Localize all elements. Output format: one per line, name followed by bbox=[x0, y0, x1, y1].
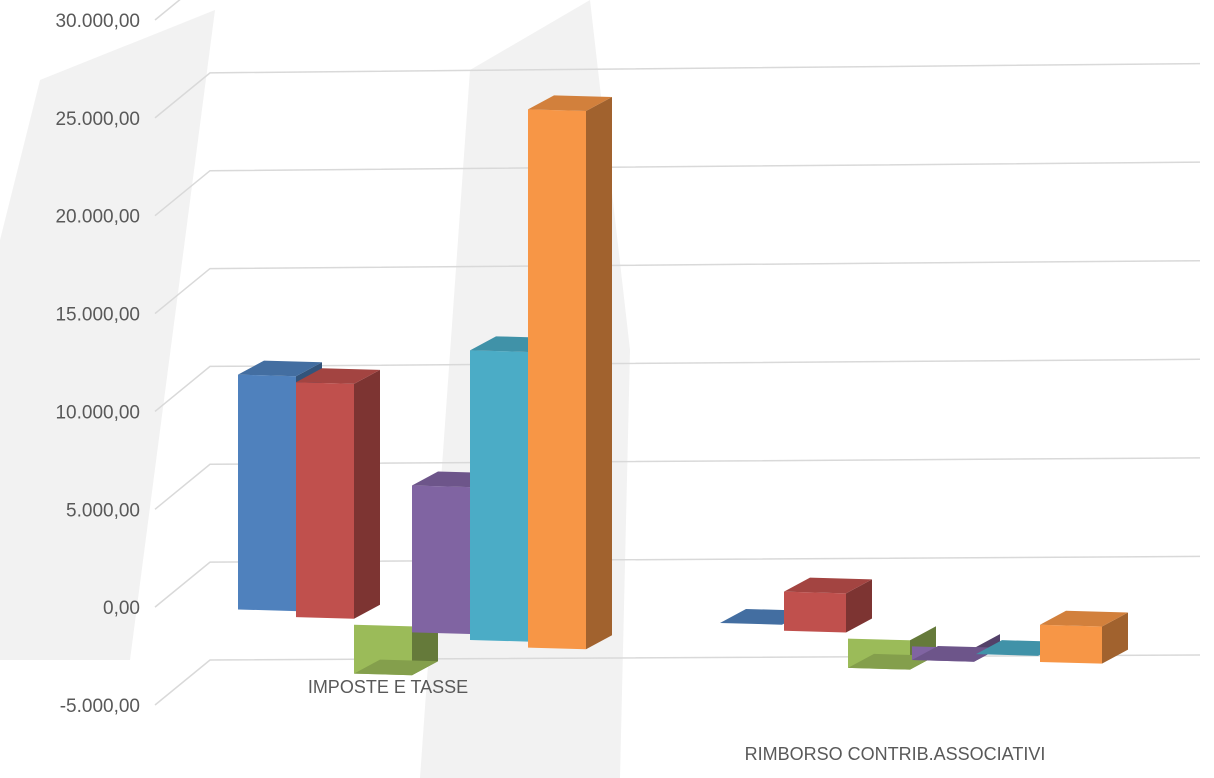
bar-top bbox=[1040, 610, 1128, 627]
bar-front bbox=[296, 382, 354, 619]
bar bbox=[528, 95, 612, 650]
bar-front bbox=[470, 350, 528, 642]
gridline bbox=[154, 555, 1201, 608]
bar-front bbox=[784, 591, 846, 633]
watermark-left bbox=[0, 10, 215, 660]
bar-side bbox=[354, 369, 380, 619]
bar-top bbox=[238, 360, 322, 377]
y-tick-label: 25.000,00 bbox=[55, 109, 140, 130]
category-label: IMPOSTE E TASSE bbox=[308, 677, 468, 697]
gridline bbox=[154, 62, 1201, 119]
bar bbox=[1040, 610, 1128, 664]
bar-top bbox=[912, 646, 1000, 662]
y-tick-label: 0,00 bbox=[103, 598, 140, 619]
y-tick-label: 10.000,00 bbox=[55, 402, 140, 423]
category-labels: IMPOSTE E TASSE RIMBORSO CONTRIB.ASSOCIAT… bbox=[308, 677, 1046, 764]
bar-top bbox=[296, 368, 380, 384]
bar-side bbox=[1102, 612, 1128, 664]
bar bbox=[784, 577, 872, 633]
y-axis-tick-labels: -5.000,00 0,00 5.000,00 10.000,00 15.000,00 2… bbox=[55, 11, 140, 717]
bar-top bbox=[354, 659, 438, 676]
bar bbox=[912, 634, 1000, 662]
category-label: RIMBORSO CONTRIB.ASSOCIATIVI bbox=[745, 744, 1046, 764]
gridline bbox=[154, 0, 181, 21]
gridline bbox=[154, 259, 1201, 315]
y-tick-label: 15.000,00 bbox=[55, 305, 140, 326]
bar-top bbox=[528, 95, 612, 112]
bar-side bbox=[586, 97, 612, 650]
gridline bbox=[154, 457, 1201, 510]
y-tick-label: -5.000,00 bbox=[60, 696, 140, 717]
bar-front bbox=[238, 374, 296, 612]
y-tick-label: 30.000,00 bbox=[55, 11, 140, 32]
bar bbox=[354, 612, 438, 676]
bar-side bbox=[846, 579, 872, 633]
bar bbox=[296, 368, 380, 619]
bar-front bbox=[528, 109, 586, 650]
bar-front bbox=[412, 485, 470, 634]
y-tick-label: 5.000,00 bbox=[66, 500, 140, 521]
gridline bbox=[154, 161, 1201, 217]
bar-top bbox=[784, 577, 872, 594]
bars bbox=[238, 95, 1128, 676]
bar-front bbox=[1040, 624, 1102, 664]
gridline bbox=[154, 358, 1201, 413]
y-tick-label: 20.000,00 bbox=[55, 207, 140, 228]
